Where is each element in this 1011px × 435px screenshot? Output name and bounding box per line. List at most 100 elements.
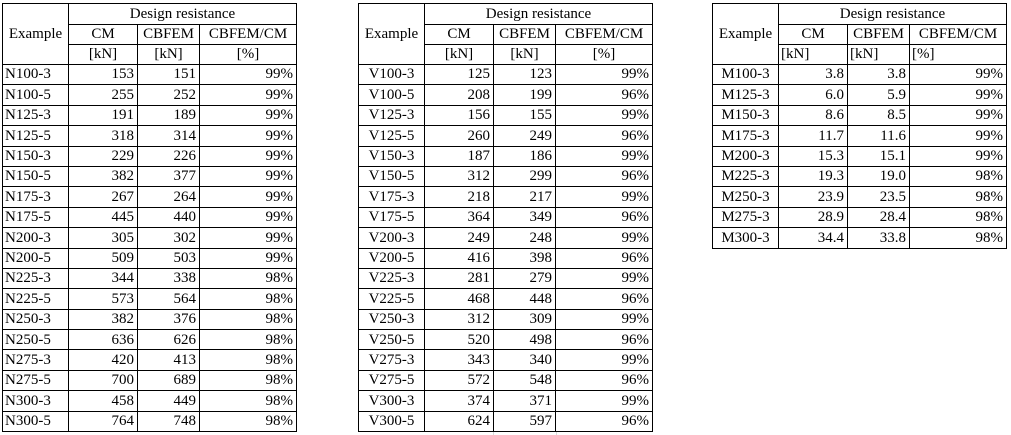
cbfem-value-cell: 19.0 xyxy=(847,165,910,188)
cm-value-cell: 19.3 xyxy=(778,165,848,188)
example-cell: N125-3 xyxy=(2,104,69,127)
ratio-value-cell: 96% xyxy=(555,206,653,229)
example-column-header: Example xyxy=(358,3,425,65)
cm-value-cell: 420 xyxy=(68,349,138,371)
example-cell: V200-3 xyxy=(358,227,425,249)
ratio-value-cell: 98% xyxy=(199,288,297,310)
ratio-value-cell: 98% xyxy=(199,390,297,412)
cbfem-value-cell: 748 xyxy=(137,410,200,433)
cbfem-value-cell: 597 xyxy=(493,410,556,433)
table-row: M200-3 15.3 15.1 99% xyxy=(712,145,1007,167)
example-cell: V125-3 xyxy=(358,104,425,127)
cm-value-cell: 156 xyxy=(424,104,494,127)
design-resistance-table-n-series: Example Design resistance CM CBFEM CBFEM/CM[… xyxy=(2,3,297,433)
table-row: N125-3 191 189 99% xyxy=(2,104,297,127)
ratio-value-cell: 99% xyxy=(909,63,1007,86)
cm-value-cell: 700 xyxy=(68,369,138,392)
cbfem-value-cell: 349 xyxy=(493,206,556,229)
cbfem-column-header: CBFEM xyxy=(493,24,556,45)
ratio-unit-label: [%] xyxy=(909,44,1007,65)
cm-column-header: CM xyxy=(424,24,494,45)
table-row: V300-5 624 597 96% xyxy=(358,410,653,433)
ratio-value-cell: 99% xyxy=(199,125,297,147)
ratio-value-cell: 99% xyxy=(199,84,297,106)
ratio-value-cell: 99% xyxy=(199,63,297,86)
ratio-value-cell: 99% xyxy=(555,63,653,86)
ratio-value-cell: 99% xyxy=(199,206,297,229)
ratio-value-cell: 98% xyxy=(199,349,297,371)
table-row: M225-3 19.3 19.0 98% xyxy=(712,165,1007,188)
cm-unit-label: [kN] xyxy=(68,44,138,65)
ratio-value-cell: 99% xyxy=(909,104,1007,127)
cm-unit-label: [kN] xyxy=(424,44,494,65)
example-cell: V225-5 xyxy=(358,288,425,310)
cm-column-header: CM xyxy=(68,24,138,45)
cbfem-value-cell: 252 xyxy=(137,84,200,106)
ratio-value-cell: 99% xyxy=(909,125,1007,147)
cm-value-cell: 3.8 xyxy=(778,63,848,86)
ratio-value-cell: 99% xyxy=(555,104,653,127)
cbfem-value-cell: 309 xyxy=(493,308,556,331)
cbfem-value-cell: 155 xyxy=(493,104,556,127)
table-row: V200-3 249 248 99% xyxy=(358,227,653,249)
table-row: N225-3 344 338 98% xyxy=(2,267,297,290)
ratio-value-cell: 98% xyxy=(909,165,1007,188)
cm-value-cell: 125 xyxy=(424,63,494,86)
cm-value-cell: 281 xyxy=(424,267,494,290)
cbfem-column-header: CBFEM xyxy=(847,24,910,45)
example-cell: V275-3 xyxy=(358,349,425,371)
example-cell: V300-3 xyxy=(358,390,425,412)
table-row: V300-3 374 371 99% xyxy=(358,390,653,412)
ratio-value-cell: 99% xyxy=(199,186,297,208)
cbfem-value-cell: 151 xyxy=(137,63,200,86)
table-row: N275-3 420 413 98% xyxy=(2,349,297,371)
ratio-column-header: CBFEM/CM xyxy=(199,24,297,45)
cbfem-value-cell: 314 xyxy=(137,125,200,147)
example-column-header: Example xyxy=(712,3,779,65)
table-row: M125-3 6.0 5.9 99% xyxy=(712,84,1007,106)
example-cell: N250-5 xyxy=(2,329,69,351)
ratio-value-cell: 96% xyxy=(555,329,653,351)
cbfem-value-cell: 564 xyxy=(137,288,200,310)
table-row: N150-5 382 377 99% xyxy=(2,165,297,188)
cm-value-cell: 416 xyxy=(424,247,494,269)
cm-value-cell: 520 xyxy=(424,329,494,351)
ratio-value-cell: 99% xyxy=(555,227,653,249)
example-cell: N275-5 xyxy=(2,369,69,392)
cm-value-cell: 573 xyxy=(68,288,138,310)
table-row: V275-3 343 340 99% xyxy=(358,349,653,371)
table-row: N300-3 458 449 98% xyxy=(2,390,297,412)
cm-value-cell: 28.9 xyxy=(778,206,848,229)
cm-value-cell: 208 xyxy=(424,84,494,106)
table-row: V125-5 260 249 96% xyxy=(358,125,653,147)
cbfem-value-cell: 28.4 xyxy=(847,206,910,229)
example-cell: N175-5 xyxy=(2,206,69,229)
example-cell: N300-3 xyxy=(2,390,69,412)
example-cell: V250-5 xyxy=(358,329,425,351)
table-row: M300-3 34.4 33.8 98% xyxy=(712,227,1007,249)
cm-value-cell: 8.6 xyxy=(778,104,848,127)
example-cell: N100-5 xyxy=(2,84,69,106)
cbfem-value-cell: 248 xyxy=(493,227,556,249)
example-cell: V175-3 xyxy=(358,186,425,208)
ratio-value-cell: 98% xyxy=(199,369,297,392)
ratio-value-cell: 99% xyxy=(199,104,297,127)
cm-value-cell: 11.7 xyxy=(778,125,848,147)
cbfem-value-cell: 8.5 xyxy=(847,104,910,127)
cm-value-cell: 318 xyxy=(68,125,138,147)
example-cell: V150-3 xyxy=(358,145,425,167)
cm-value-cell: 382 xyxy=(68,165,138,188)
table-row: M250-3 23.9 23.5 98% xyxy=(712,186,1007,208)
cm-value-cell: 572 xyxy=(424,369,494,392)
table-row: V225-5 468 448 96% xyxy=(358,288,653,310)
ratio-value-cell: 99% xyxy=(909,84,1007,106)
cm-value-cell: 312 xyxy=(424,308,494,331)
cbfem-value-cell: 413 xyxy=(137,349,200,371)
cm-value-cell: 458 xyxy=(68,390,138,412)
example-cell: V150-5 xyxy=(358,165,425,188)
example-cell: N250-3 xyxy=(2,308,69,331)
cbfem-value-cell: 199 xyxy=(493,84,556,106)
ratio-value-cell: 98% xyxy=(199,308,297,331)
example-cell: M100-3 xyxy=(712,63,779,86)
cm-value-cell: 636 xyxy=(68,329,138,351)
